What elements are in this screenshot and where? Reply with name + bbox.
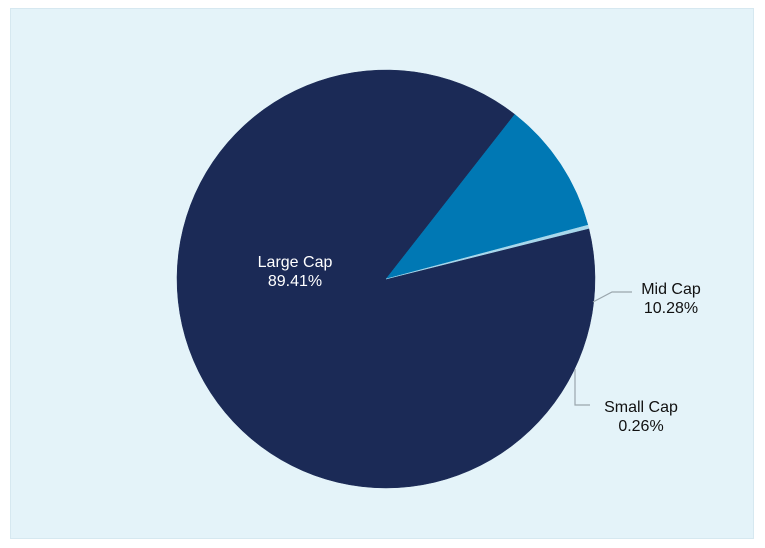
slice-label-small-cap: Small Cap — [604, 399, 678, 416]
slice-value-mid-cap: 10.28% — [644, 300, 698, 317]
leader-line-mid-cap — [592, 291, 632, 303]
slice-value-small-cap: 0.26% — [618, 418, 663, 435]
slice-label-mid-cap: Mid Cap — [641, 281, 701, 298]
pie-slice-mid-cap — [385, 114, 589, 280]
slice-value-large-cap: 89.41% — [268, 273, 322, 290]
leader-line-small-cap — [574, 369, 590, 406]
pie-slice-small-cap — [385, 224, 590, 280]
slice-label-large-cap: Large Cap — [258, 254, 333, 271]
